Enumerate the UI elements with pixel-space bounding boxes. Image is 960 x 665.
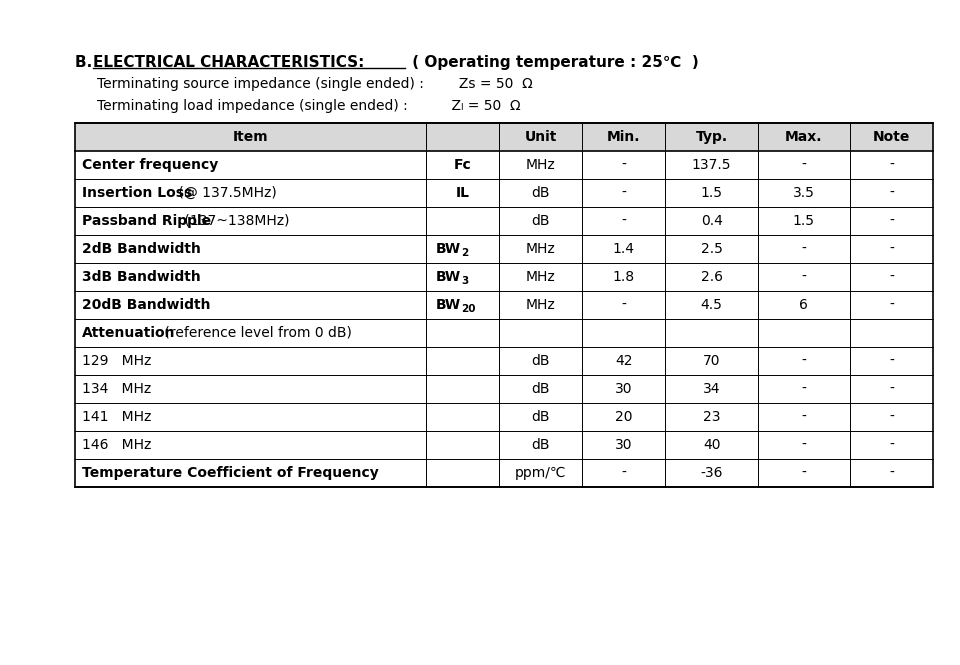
Text: 3.5: 3.5: [793, 186, 815, 200]
Text: 40: 40: [703, 438, 720, 452]
Text: 23: 23: [703, 410, 720, 424]
Text: ELECTRICAL CHARACTERISTICS:: ELECTRICAL CHARACTERISTICS:: [93, 55, 365, 70]
Text: BW: BW: [435, 242, 461, 256]
Text: 30: 30: [615, 382, 633, 396]
Text: Center frequency: Center frequency: [82, 158, 218, 172]
Text: ppm/℃: ppm/℃: [516, 466, 566, 480]
Text: 1.5: 1.5: [701, 186, 723, 200]
Text: -: -: [889, 354, 894, 368]
Text: 2.6: 2.6: [701, 270, 723, 284]
Text: (137~138MHz): (137~138MHz): [180, 214, 290, 228]
Text: 146   MHz: 146 MHz: [82, 438, 152, 452]
Text: 0.4: 0.4: [701, 214, 723, 228]
Text: dB: dB: [532, 438, 550, 452]
Text: B.: B.: [75, 55, 98, 70]
Text: Note: Note: [873, 130, 910, 144]
Text: -: -: [621, 466, 626, 480]
Text: 20dB Bandwidth: 20dB Bandwidth: [82, 298, 210, 312]
Text: 129   MHz: 129 MHz: [82, 354, 152, 368]
Text: -: -: [621, 298, 626, 312]
Text: -: -: [802, 242, 806, 256]
Text: IL: IL: [455, 186, 469, 200]
Text: 2: 2: [462, 248, 468, 258]
Text: -: -: [889, 158, 894, 172]
Text: Temperature Coefficient of Frequency: Temperature Coefficient of Frequency: [82, 466, 379, 480]
Text: -: -: [802, 466, 806, 480]
Text: -: -: [802, 438, 806, 452]
Text: -: -: [621, 214, 626, 228]
Text: Item: Item: [232, 130, 268, 144]
Text: Typ.: Typ.: [695, 130, 728, 144]
Bar: [75, 123, 933, 487]
Text: -: -: [889, 298, 894, 312]
Text: Passband Ripple: Passband Ripple: [82, 214, 211, 228]
Text: 1.8: 1.8: [612, 270, 635, 284]
Text: 34: 34: [703, 382, 720, 396]
Text: Insertion Loss: Insertion Loss: [82, 186, 192, 200]
Text: -: -: [621, 186, 626, 200]
Text: 3dB Bandwidth: 3dB Bandwidth: [82, 270, 201, 284]
Text: Unit: Unit: [525, 130, 557, 144]
Text: Max.: Max.: [785, 130, 823, 144]
Text: -: -: [889, 186, 894, 200]
Text: -: -: [802, 270, 806, 284]
Bar: [75, 123, 933, 487]
Text: MHz: MHz: [526, 242, 556, 256]
Text: BW: BW: [435, 270, 461, 284]
Text: -: -: [889, 438, 894, 452]
Text: -: -: [889, 214, 894, 228]
Text: ( Operating temperature : 25℃  ): ( Operating temperature : 25℃ ): [407, 55, 699, 70]
Text: 1.4: 1.4: [612, 242, 635, 256]
Text: 2.5: 2.5: [701, 242, 723, 256]
Text: dB: dB: [532, 354, 550, 368]
Text: -: -: [889, 466, 894, 480]
Text: -: -: [802, 410, 806, 424]
Text: 70: 70: [703, 354, 720, 368]
Text: 137.5: 137.5: [692, 158, 732, 172]
Text: 20: 20: [615, 410, 633, 424]
Bar: [75, 123, 933, 151]
Text: -: -: [889, 242, 894, 256]
Text: dB: dB: [532, 186, 550, 200]
Text: dB: dB: [532, 214, 550, 228]
Text: 2dB Bandwidth: 2dB Bandwidth: [82, 242, 201, 256]
Text: 6: 6: [800, 298, 808, 312]
Text: -: -: [889, 410, 894, 424]
Text: -: -: [802, 382, 806, 396]
Text: dB: dB: [532, 410, 550, 424]
Text: -: -: [802, 158, 806, 172]
Text: (reference level from 0 dB): (reference level from 0 dB): [160, 326, 352, 340]
Text: 20: 20: [462, 304, 476, 314]
Text: -: -: [802, 354, 806, 368]
Text: -: -: [889, 382, 894, 396]
Text: 30: 30: [615, 438, 633, 452]
Text: dB: dB: [532, 382, 550, 396]
Text: 3: 3: [462, 276, 468, 286]
Text: 141   MHz: 141 MHz: [82, 410, 152, 424]
Text: BW: BW: [435, 298, 461, 312]
Text: 134   MHz: 134 MHz: [82, 382, 152, 396]
Text: Fc: Fc: [454, 158, 471, 172]
Text: MHz: MHz: [526, 270, 556, 284]
Text: MHz: MHz: [526, 298, 556, 312]
Text: MHz: MHz: [526, 158, 556, 172]
Text: 1.5: 1.5: [793, 214, 815, 228]
Text: 4.5: 4.5: [701, 298, 723, 312]
Text: 42: 42: [615, 354, 633, 368]
Text: (@ 137.5MHz): (@ 137.5MHz): [174, 186, 276, 200]
Text: Terminating load impedance (single ended) :          Zₗ = 50  Ω: Terminating load impedance (single ended…: [97, 99, 520, 113]
Text: -: -: [889, 270, 894, 284]
Text: -: -: [621, 158, 626, 172]
Text: Attenuation: Attenuation: [82, 326, 176, 340]
Text: Min.: Min.: [607, 130, 640, 144]
Text: -36: -36: [701, 466, 723, 480]
Text: Terminating source impedance (single ended) :        Zs = 50  Ω: Terminating source impedance (single end…: [97, 77, 533, 91]
